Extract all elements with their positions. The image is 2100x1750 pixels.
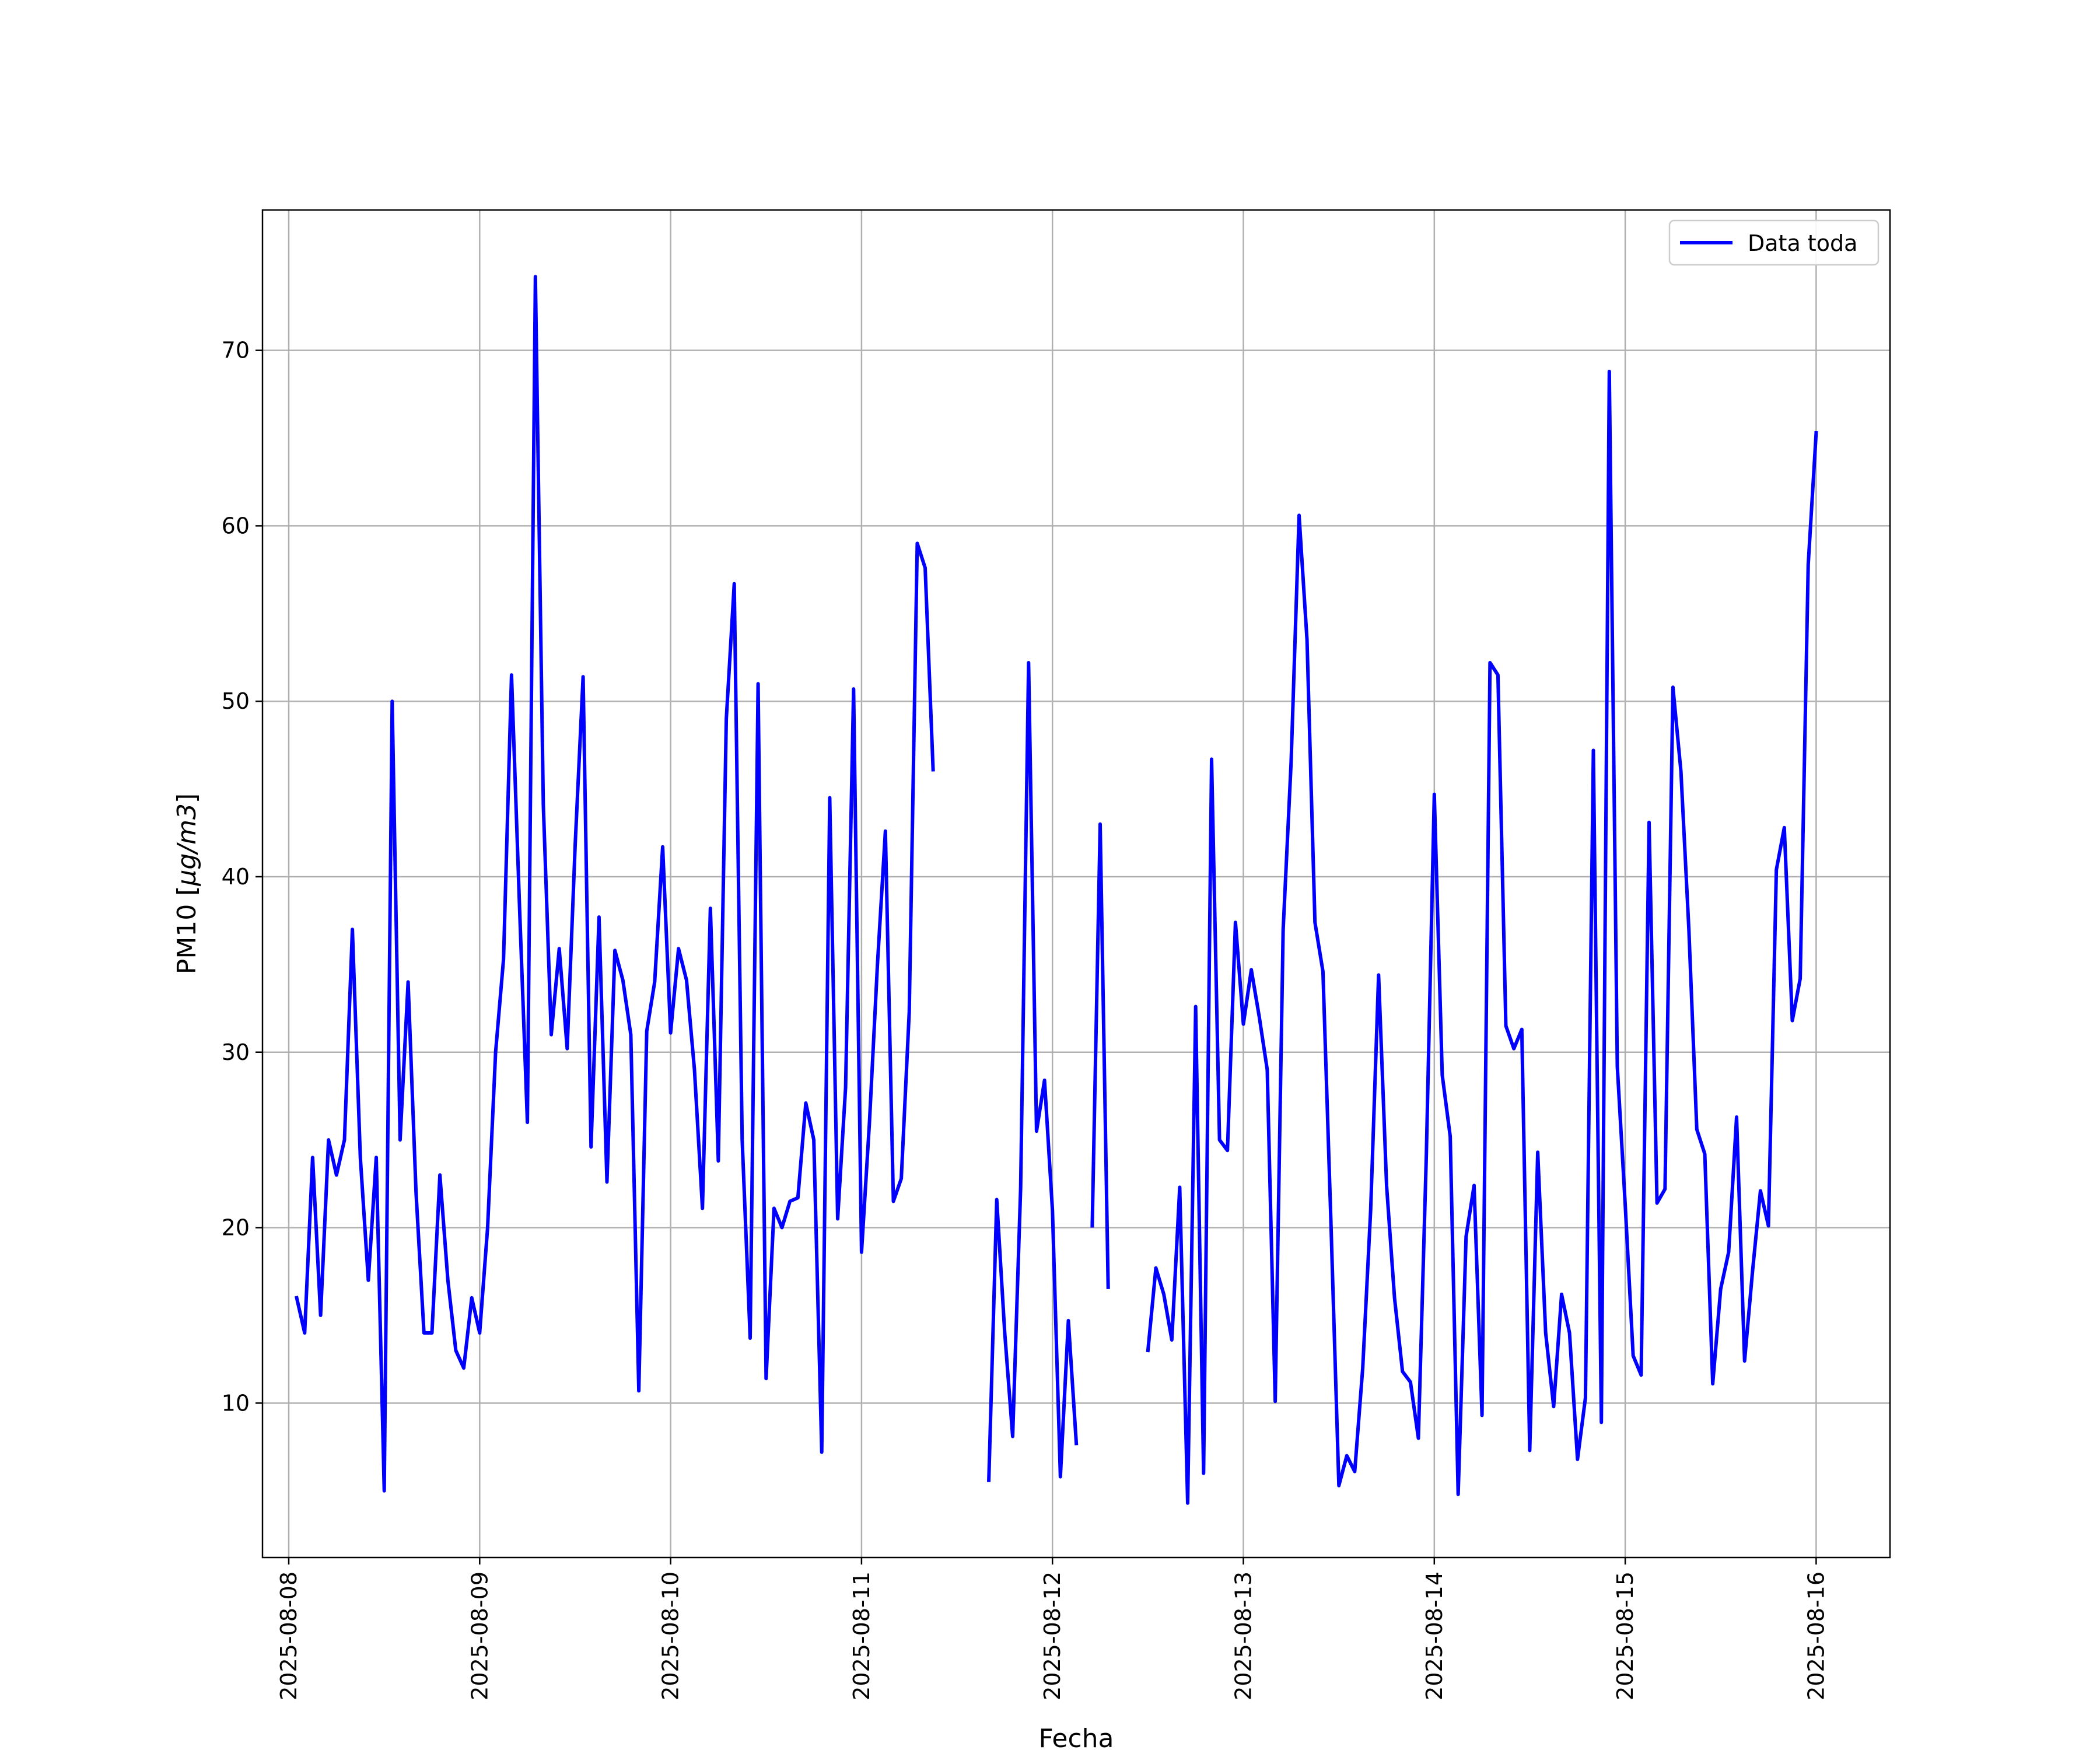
y-tick-label: 20 [222,1215,250,1241]
legend-entry-label: Data toda [1748,230,1857,256]
y-tick-label: 10 [222,1390,250,1416]
y-axis-label: PM10 [μg/m3] [172,793,202,974]
x-tick-label: 2025-08-15 [1612,1572,1638,1700]
x-tick-label: 2025-08-11 [849,1572,874,1700]
legend-box [1668,219,1880,266]
x-tick-label: 2025-08-10 [658,1572,684,1700]
series-line-0 [295,275,1818,1505]
x-tick-label: 2025-08-12 [1040,1572,1065,1700]
x-tick-label: 2025-08-13 [1231,1572,1256,1700]
grid [262,210,1890,1558]
x-tick-label: 2025-08-16 [1803,1572,1829,1700]
x-axis-label: Fecha [1038,1724,1114,1750]
plot-area-frame [261,209,1891,1559]
y-tick-label: 40 [222,864,250,890]
legend: Data toda [1668,219,1880,266]
x-tick-label: 2025-08-09 [467,1572,492,1700]
y-tick-label: 70 [222,338,250,363]
y-axis-ticks: 10 20 30 40 50 60 70 [222,338,262,1416]
series-layer [295,275,1818,1505]
y-tick-label: 50 [222,688,250,714]
y-tick-label: 30 [222,1040,250,1065]
x-tick-label: 2025-08-08 [276,1572,302,1700]
y-tick-label: 60 [222,513,250,538]
x-axis-ticks: 2025-08-08 2025-08-09 2025-08-10 2025-08-11… [276,1558,1829,1700]
x-tick-label: 2025-08-14 [1422,1572,1447,1700]
